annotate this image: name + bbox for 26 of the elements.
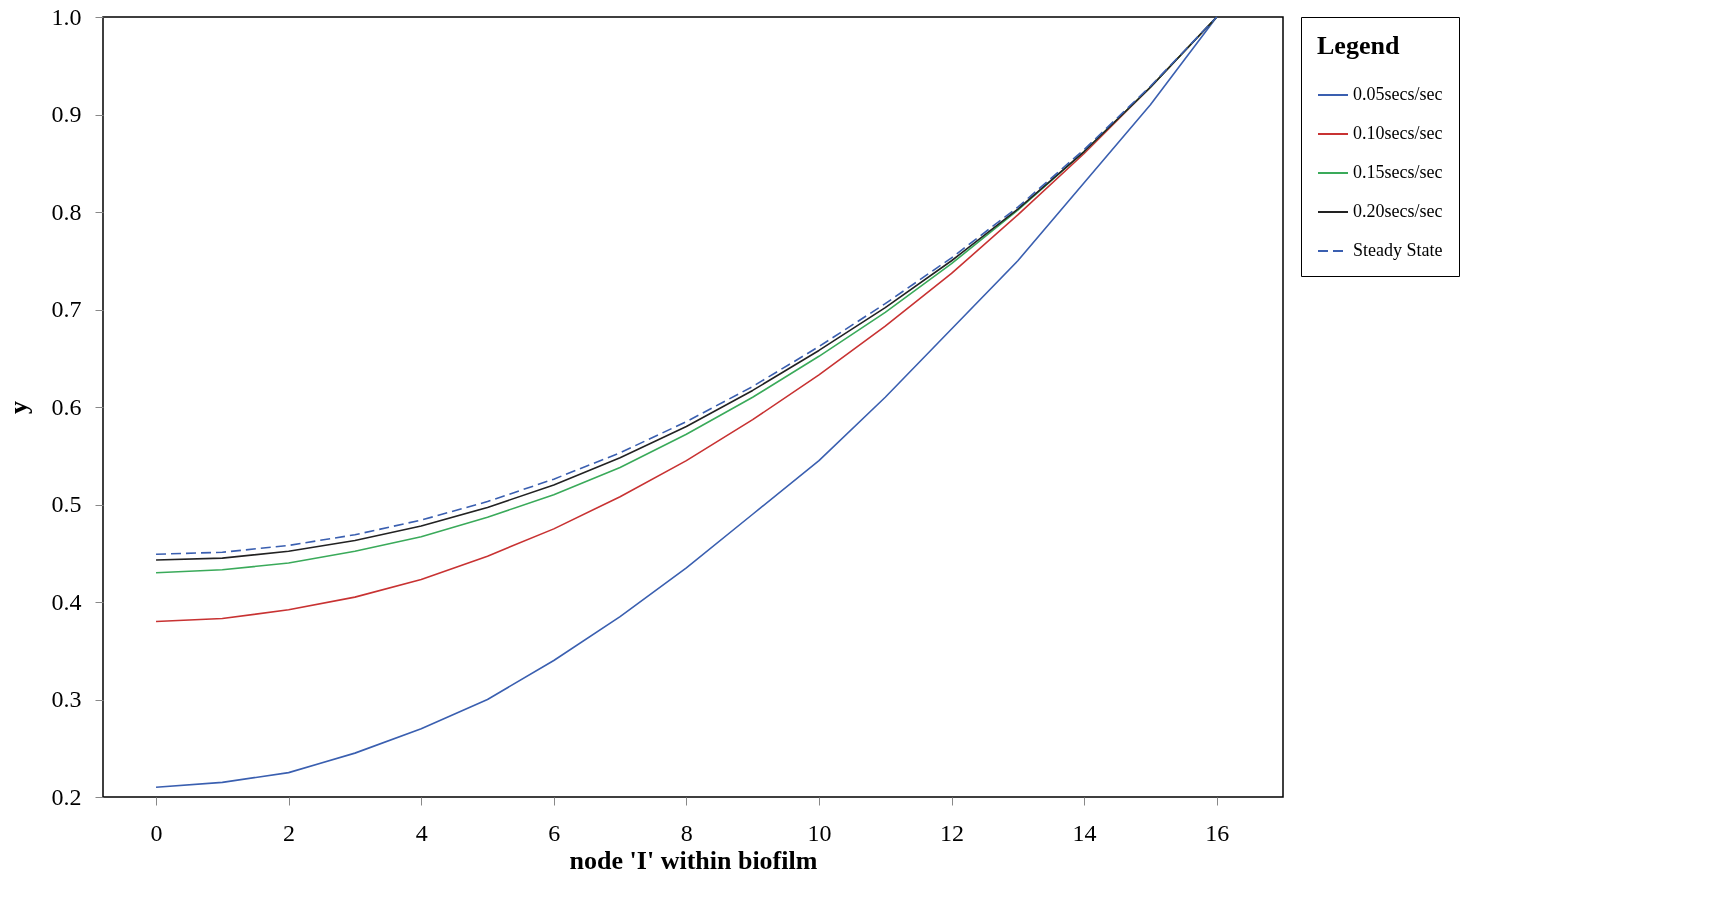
x-tick-label: 6	[548, 819, 561, 846]
y-axis-title: y	[3, 401, 33, 414]
y-tick-label: 0.3	[51, 686, 82, 712]
legend-title: Legend	[1317, 31, 1400, 60]
legend-label: Steady State	[1353, 240, 1443, 260]
x-tick-label: 2	[283, 819, 296, 846]
x-tick-label: 16	[1205, 819, 1230, 846]
y-tick-label: 1.0	[51, 3, 82, 30]
legend-label: 0.05secs/sec	[1353, 84, 1443, 104]
legend-label: 0.15secs/sec	[1353, 162, 1443, 182]
y-tick-label: 0.4	[51, 588, 82, 615]
x-tick-label: 0	[150, 819, 163, 846]
x-tick-label: 8	[680, 819, 693, 846]
x-axis-title: node 'I' within biofilm	[569, 845, 818, 875]
y-tick-label: 0.8	[51, 198, 82, 225]
y-tick-label: 0.9	[51, 101, 82, 127]
legend-label: 0.20secs/sec	[1353, 201, 1443, 221]
y-tick-label: 0.5	[51, 491, 82, 517]
x-tick-label: 14	[1072, 819, 1097, 846]
y-tick-label: 0.2	[51, 783, 82, 810]
x-tick-label: 10	[807, 819, 832, 846]
y-tick-label: 0.7	[51, 296, 82, 322]
x-tick-label: 12	[940, 819, 965, 846]
y-tick-label: 0.6	[51, 393, 82, 420]
x-tick-label: 4	[415, 819, 428, 846]
legend-label: 0.10secs/sec	[1353, 123, 1443, 143]
